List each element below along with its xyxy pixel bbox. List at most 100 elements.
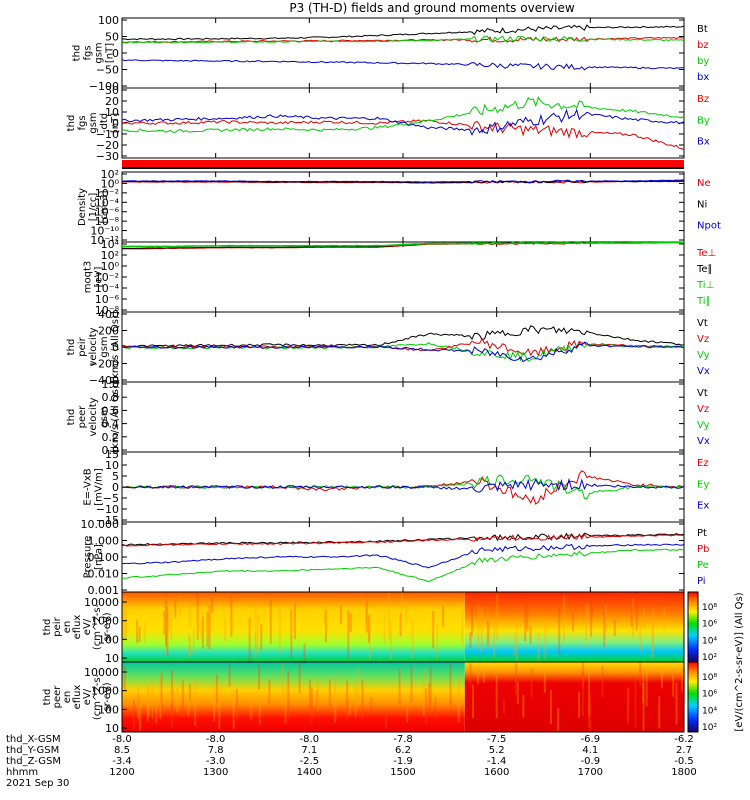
spectrogram-texture xyxy=(260,624,263,650)
spectrogram-texture xyxy=(258,665,261,690)
ylabel-line: E=-VxB xyxy=(83,468,94,505)
ytick-label: 1.000 xyxy=(88,535,120,548)
spectrogram-texture xyxy=(627,688,630,724)
ylabel-line: fgs xyxy=(83,45,94,60)
spectrogram-texture xyxy=(588,671,591,717)
series-line-by xyxy=(121,35,685,44)
panel-density: 10²10⁰10⁻²10⁻⁴10⁻⁶10⁻⁸10⁻¹⁰10⁻¹²Density[… xyxy=(77,168,721,247)
ylabel-line: thd xyxy=(66,409,77,426)
legend-Pe: Pe xyxy=(697,560,709,571)
spectrogram-texture xyxy=(493,623,496,659)
series-line-Bx xyxy=(121,108,685,136)
spectrogram-texture xyxy=(160,672,163,717)
spectrogram-peir_eflux: 10000 1000 100 10 thd peir en eflux eV/(cm^2-s-s… xyxy=(42,591,717,665)
series-line-Ey xyxy=(121,474,685,500)
spectrogram-texture xyxy=(132,699,135,729)
spectrogram-texture xyxy=(461,606,464,646)
ytick-label: 100 xyxy=(98,703,119,716)
spectrogram-texture xyxy=(405,598,407,623)
spectrogram-texture xyxy=(652,608,654,652)
spectrogram-texture xyxy=(487,611,490,635)
ytick-label: −50 xyxy=(96,64,119,77)
x-axis-label: hhmm xyxy=(6,767,38,778)
series-line-Pt xyxy=(121,532,685,546)
xtick-label: 1400 xyxy=(297,767,322,778)
panel-frame xyxy=(121,87,685,159)
spectrogram-texture xyxy=(124,596,127,643)
ylabel-line: moqt3 xyxy=(83,261,94,294)
spectrogram-texture xyxy=(176,688,179,713)
ytick-label: 10.000 xyxy=(81,518,120,531)
spectrogram-region-early xyxy=(122,662,465,732)
spectrogram-texture xyxy=(136,620,139,644)
colorbar-tick: 10⁴ xyxy=(702,706,717,716)
ylabel-line: [km/s (All Qs)] xyxy=(110,311,121,383)
spectrogram-texture xyxy=(390,622,393,661)
ytick-label: 20 xyxy=(105,95,119,108)
ytick-label: 10² xyxy=(101,249,119,262)
spectrogram-texture xyxy=(298,663,301,693)
spectrogram-texture xyxy=(424,688,427,724)
ephemeris-value: 7.1 xyxy=(301,745,317,756)
spectrogram-texture xyxy=(634,681,637,728)
spectrogram-texture xyxy=(651,613,654,660)
ylabel-line: [eV] xyxy=(94,267,105,288)
spectrogram-texture xyxy=(123,666,126,690)
spectrogram-texture xyxy=(516,613,519,661)
x-axis: thd_X-GSM -8.0 -8.0 -8.0 -7.8 -7.5 -6.9 -6.2 thd… xyxy=(6,734,697,789)
spectrogram-texture xyxy=(370,697,373,713)
ephemeris-value: -8.0 xyxy=(206,734,226,745)
ephemeris-value: -7.5 xyxy=(487,734,507,745)
ytick-label: 0.4 xyxy=(102,418,120,431)
spectrogram-texture xyxy=(254,634,257,659)
panel-frame xyxy=(121,311,685,383)
ytick-label: −30 xyxy=(96,150,119,163)
spectrogram-texture xyxy=(211,598,214,613)
spectrogram-texture xyxy=(630,602,633,628)
ephemeris-value: -0.5 xyxy=(674,756,694,767)
spectrogram-texture xyxy=(479,611,481,628)
ytick-label: 10⁻² xyxy=(95,271,119,284)
date-label: 2021 Sep 30 xyxy=(6,778,69,789)
series-line-Ti∥ xyxy=(121,241,685,248)
xtick-label: 1200 xyxy=(109,767,134,778)
spectrogram-texture xyxy=(250,703,253,721)
spectrogram-texture xyxy=(159,672,162,720)
spectrogram-texture xyxy=(590,596,593,637)
spectrogram-texture xyxy=(367,615,370,643)
colorbar-tick: 10⁶ xyxy=(702,620,717,630)
ylabel-line: thd xyxy=(42,619,53,636)
legend-Vx: Vx xyxy=(697,436,710,447)
ylabel-line: Density xyxy=(77,188,88,226)
spectrogram-texture xyxy=(442,605,445,627)
xtick-label: 1600 xyxy=(484,767,509,778)
spectrogram-texture xyxy=(588,684,590,728)
spectrogram-texture xyxy=(516,681,519,705)
ephemeris-value: -6.2 xyxy=(674,734,694,745)
legend-Ti⊥: Ti⊥ xyxy=(696,280,714,291)
spectrogram-texture xyxy=(310,687,313,725)
legend-Ey: Ey xyxy=(697,479,709,490)
panel-frame xyxy=(121,521,685,593)
ephemeris-value: -7.8 xyxy=(393,734,413,745)
spectrogram-texture xyxy=(287,670,290,719)
ytick-label: 5 xyxy=(112,470,119,483)
ylabel-line: [nT] xyxy=(105,43,116,63)
spectrogram-texture xyxy=(411,620,414,659)
spectrogram-texture xyxy=(563,595,565,643)
spectrogram-texture xyxy=(406,707,409,722)
series-line-Pi xyxy=(121,543,685,569)
spectrogram-texture xyxy=(268,679,271,705)
ephemeris-value: -1.4 xyxy=(487,756,507,767)
spectrogram-texture xyxy=(347,610,350,658)
ylabel-line: eV/ xyxy=(82,618,93,635)
legend-Ti∥: Ti∥ xyxy=(696,296,711,307)
spectrogram-texture xyxy=(642,668,645,703)
spectrogram-texture xyxy=(155,700,158,724)
ytick-label: 1000 xyxy=(91,615,119,628)
legend-Vx: Vx xyxy=(697,366,710,377)
spectrogram-texture xyxy=(635,602,638,632)
legend-Ne: Ne xyxy=(697,178,711,189)
spectrogram-texture xyxy=(471,607,473,637)
ephemeris-value: -2.5 xyxy=(300,756,320,767)
